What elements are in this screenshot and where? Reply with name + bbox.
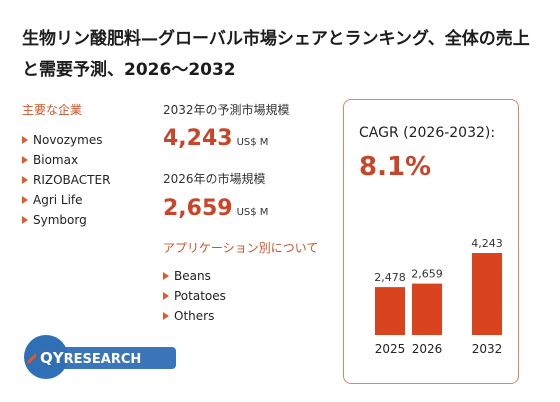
arrow-right-icon xyxy=(22,216,28,224)
list-item: RIZOBACTER xyxy=(22,170,162,190)
company-name: Novozymes xyxy=(33,133,103,147)
arrow-right-icon xyxy=(163,292,169,300)
market-2032-value: 4,243 US$ M xyxy=(163,126,268,151)
arrow-right-icon xyxy=(22,136,28,144)
x-tick-label: 2025 xyxy=(375,342,406,356)
market-2026-value: 2,659 US$ M xyxy=(163,196,268,221)
list-item: Symborg xyxy=(22,210,162,230)
arrow-right-icon xyxy=(22,176,28,184)
page-title: 生物リン酸肥料—グローバル市場シェアとランキング、全体の売上と需要予測、2026… xyxy=(22,29,530,80)
cagr-value: 8.1% xyxy=(359,152,432,182)
list-item: Others xyxy=(163,306,313,326)
qyresearch-logo: QYRESEARCH xyxy=(22,333,182,381)
list-item: Novozymes xyxy=(22,130,162,150)
application-name: Beans xyxy=(174,269,211,283)
bar-chart: 2,478 2025 2,659 2026 4,243 2032 xyxy=(374,237,503,356)
cagr-card: CAGR (2026-2032): 8.1% 2,478 2025 2,659 202… xyxy=(343,99,519,384)
application-name: Potatoes xyxy=(174,289,226,303)
market-2032-number: 4,243 xyxy=(163,126,233,151)
bar-2025 xyxy=(375,287,405,335)
company-name: Symborg xyxy=(33,213,87,227)
bar-value-label: 2,478 xyxy=(374,271,406,284)
x-tick-label: 2026 xyxy=(412,342,443,356)
arrow-right-icon xyxy=(22,196,28,204)
logo-q: QY xyxy=(40,349,64,367)
application-name: Others xyxy=(174,309,215,323)
bar-value-label: 2,659 xyxy=(411,268,443,281)
list-item: Biomax xyxy=(22,150,162,170)
bar-value-label: 4,243 xyxy=(471,237,503,250)
company-name: Agri Life xyxy=(33,193,83,207)
market-2032-label: 2032年の予測市場規模 xyxy=(163,103,290,117)
market-2026-label: 2026年の市場規模 xyxy=(163,172,266,186)
cagr-label: CAGR (2026-2032): xyxy=(359,125,496,141)
companies-list: Novozymes Biomax RIZOBACTER Agri Life Sy… xyxy=(22,130,162,230)
x-tick-label: 2032 xyxy=(472,342,503,356)
company-name: RIZOBACTER xyxy=(33,173,111,187)
logo-research: RESEARCH xyxy=(63,352,142,367)
bar-2026 xyxy=(412,283,442,335)
list-item: Potatoes xyxy=(163,286,313,306)
list-item: Beans xyxy=(163,266,313,286)
companies-label: 主要な企業 xyxy=(22,103,83,117)
arrow-right-icon xyxy=(22,156,28,164)
market-2026-number: 2,659 xyxy=(163,196,233,221)
arrow-right-icon xyxy=(163,272,169,280)
applications-list: Beans Potatoes Others xyxy=(163,266,313,326)
arrow-right-icon xyxy=(163,312,169,320)
list-item: Agri Life xyxy=(22,190,162,210)
market-2026-unit: US$ M xyxy=(236,207,269,218)
applications-label: アプリケーション別について xyxy=(163,241,319,255)
company-name: Biomax xyxy=(33,153,79,167)
market-2032-unit: US$ M xyxy=(236,137,269,148)
bar-2032 xyxy=(472,253,502,335)
